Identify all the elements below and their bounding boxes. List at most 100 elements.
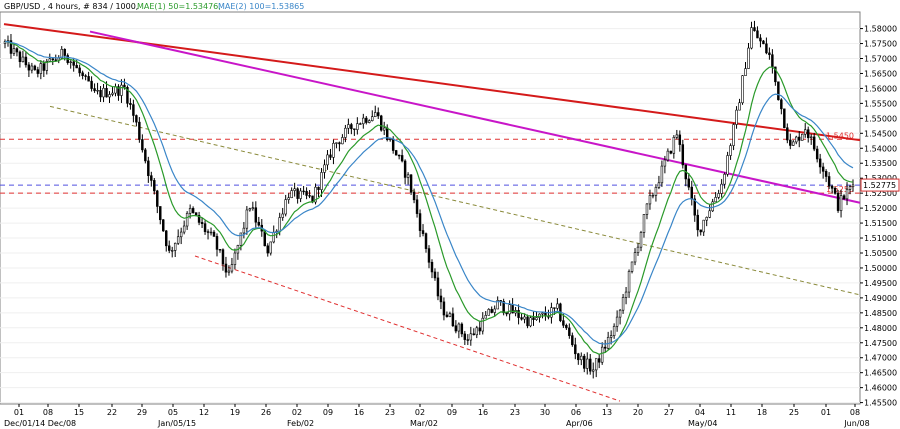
candle-body [720, 183, 723, 194]
candle [415, 194, 419, 218]
candle-body [457, 323, 461, 332]
candle-body [771, 54, 774, 68]
candle [466, 334, 470, 346]
candle-body [290, 190, 293, 199]
candle [287, 193, 290, 204]
candle [484, 310, 487, 319]
candle-body [33, 65, 37, 70]
candle [824, 169, 828, 183]
candle-body [93, 88, 96, 92]
candle [299, 187, 302, 203]
candle [833, 186, 837, 195]
candle [591, 362, 595, 379]
candle [490, 306, 493, 314]
candle [630, 261, 634, 274]
candle-body [487, 309, 490, 316]
candle [693, 194, 696, 222]
candle-body [287, 197, 290, 200]
candle [827, 172, 831, 190]
candle-body [436, 277, 440, 297]
candle-body [353, 128, 356, 130]
candle-body [442, 301, 446, 316]
candle [296, 187, 299, 204]
candle-body [48, 58, 52, 62]
candle-body [299, 190, 302, 199]
candle-body [508, 304, 511, 315]
candle-body [574, 344, 577, 355]
candle-body [63, 48, 66, 56]
candle-body [305, 190, 308, 196]
candle-body [798, 136, 801, 141]
candle [711, 198, 714, 213]
candle-body [469, 333, 473, 341]
candle-body [424, 233, 428, 249]
candle-body [657, 182, 661, 188]
candle-body [84, 75, 87, 77]
candle-body [765, 43, 768, 54]
candle-body [586, 358, 589, 369]
candle-body [227, 270, 231, 273]
candle [765, 37, 768, 55]
candle-body [356, 123, 359, 130]
candle [663, 155, 667, 174]
x-month-label: Feb/02 [287, 419, 314, 428]
candle-body [690, 186, 693, 200]
candle-body [466, 339, 470, 341]
candle [583, 353, 586, 373]
candle [24, 51, 28, 68]
candle-body [18, 51, 22, 62]
x-month-label: Mar/02 [410, 419, 438, 428]
candle [717, 189, 720, 200]
x-day-label: 16 [478, 408, 488, 417]
candle [803, 123, 807, 138]
candle-body [212, 231, 216, 237]
candle-body [672, 136, 676, 154]
candle-body [532, 317, 535, 320]
candle-body [72, 61, 75, 66]
candle-body [594, 358, 598, 371]
x-day-label: 08 [43, 408, 53, 417]
red-support-dashed-line [194, 255, 621, 402]
candle [308, 190, 311, 199]
candle-body [397, 154, 401, 157]
candle-body [60, 48, 63, 59]
candle-body [609, 335, 613, 338]
candle-body [167, 245, 171, 251]
candle [702, 219, 705, 236]
candle [18, 50, 22, 68]
candle-body [806, 129, 810, 139]
x-day-label: 19 [230, 408, 240, 417]
candle-body [87, 76, 90, 82]
candle-body [156, 190, 159, 207]
candle-body [120, 84, 123, 96]
candle [777, 81, 780, 101]
x-day-label: 09 [323, 408, 333, 417]
candle [126, 85, 129, 108]
candle [153, 178, 156, 195]
candle [729, 143, 732, 160]
y-tick-label: 1.54000 [864, 144, 897, 153]
candle-body [394, 150, 398, 156]
y-tick-label: 1.47000 [864, 354, 897, 363]
candle-body [374, 112, 377, 117]
candle [377, 107, 380, 119]
candle-body [815, 148, 819, 160]
candle-body [615, 316, 619, 327]
candle-body [526, 316, 529, 327]
candle [597, 353, 601, 369]
candle [672, 135, 676, 159]
candle [651, 192, 655, 199]
candle [430, 259, 434, 279]
candle [388, 138, 392, 142]
candle [156, 189, 159, 214]
candle [185, 211, 189, 230]
y-tick-label: 1.48500 [864, 309, 897, 318]
candle [478, 320, 481, 335]
candle [284, 194, 287, 217]
candle-body [90, 80, 93, 89]
candle-body [812, 136, 816, 150]
candle-body [102, 87, 105, 98]
candle-body [475, 327, 479, 336]
candle-body [648, 195, 652, 205]
candle-body [54, 59, 57, 61]
